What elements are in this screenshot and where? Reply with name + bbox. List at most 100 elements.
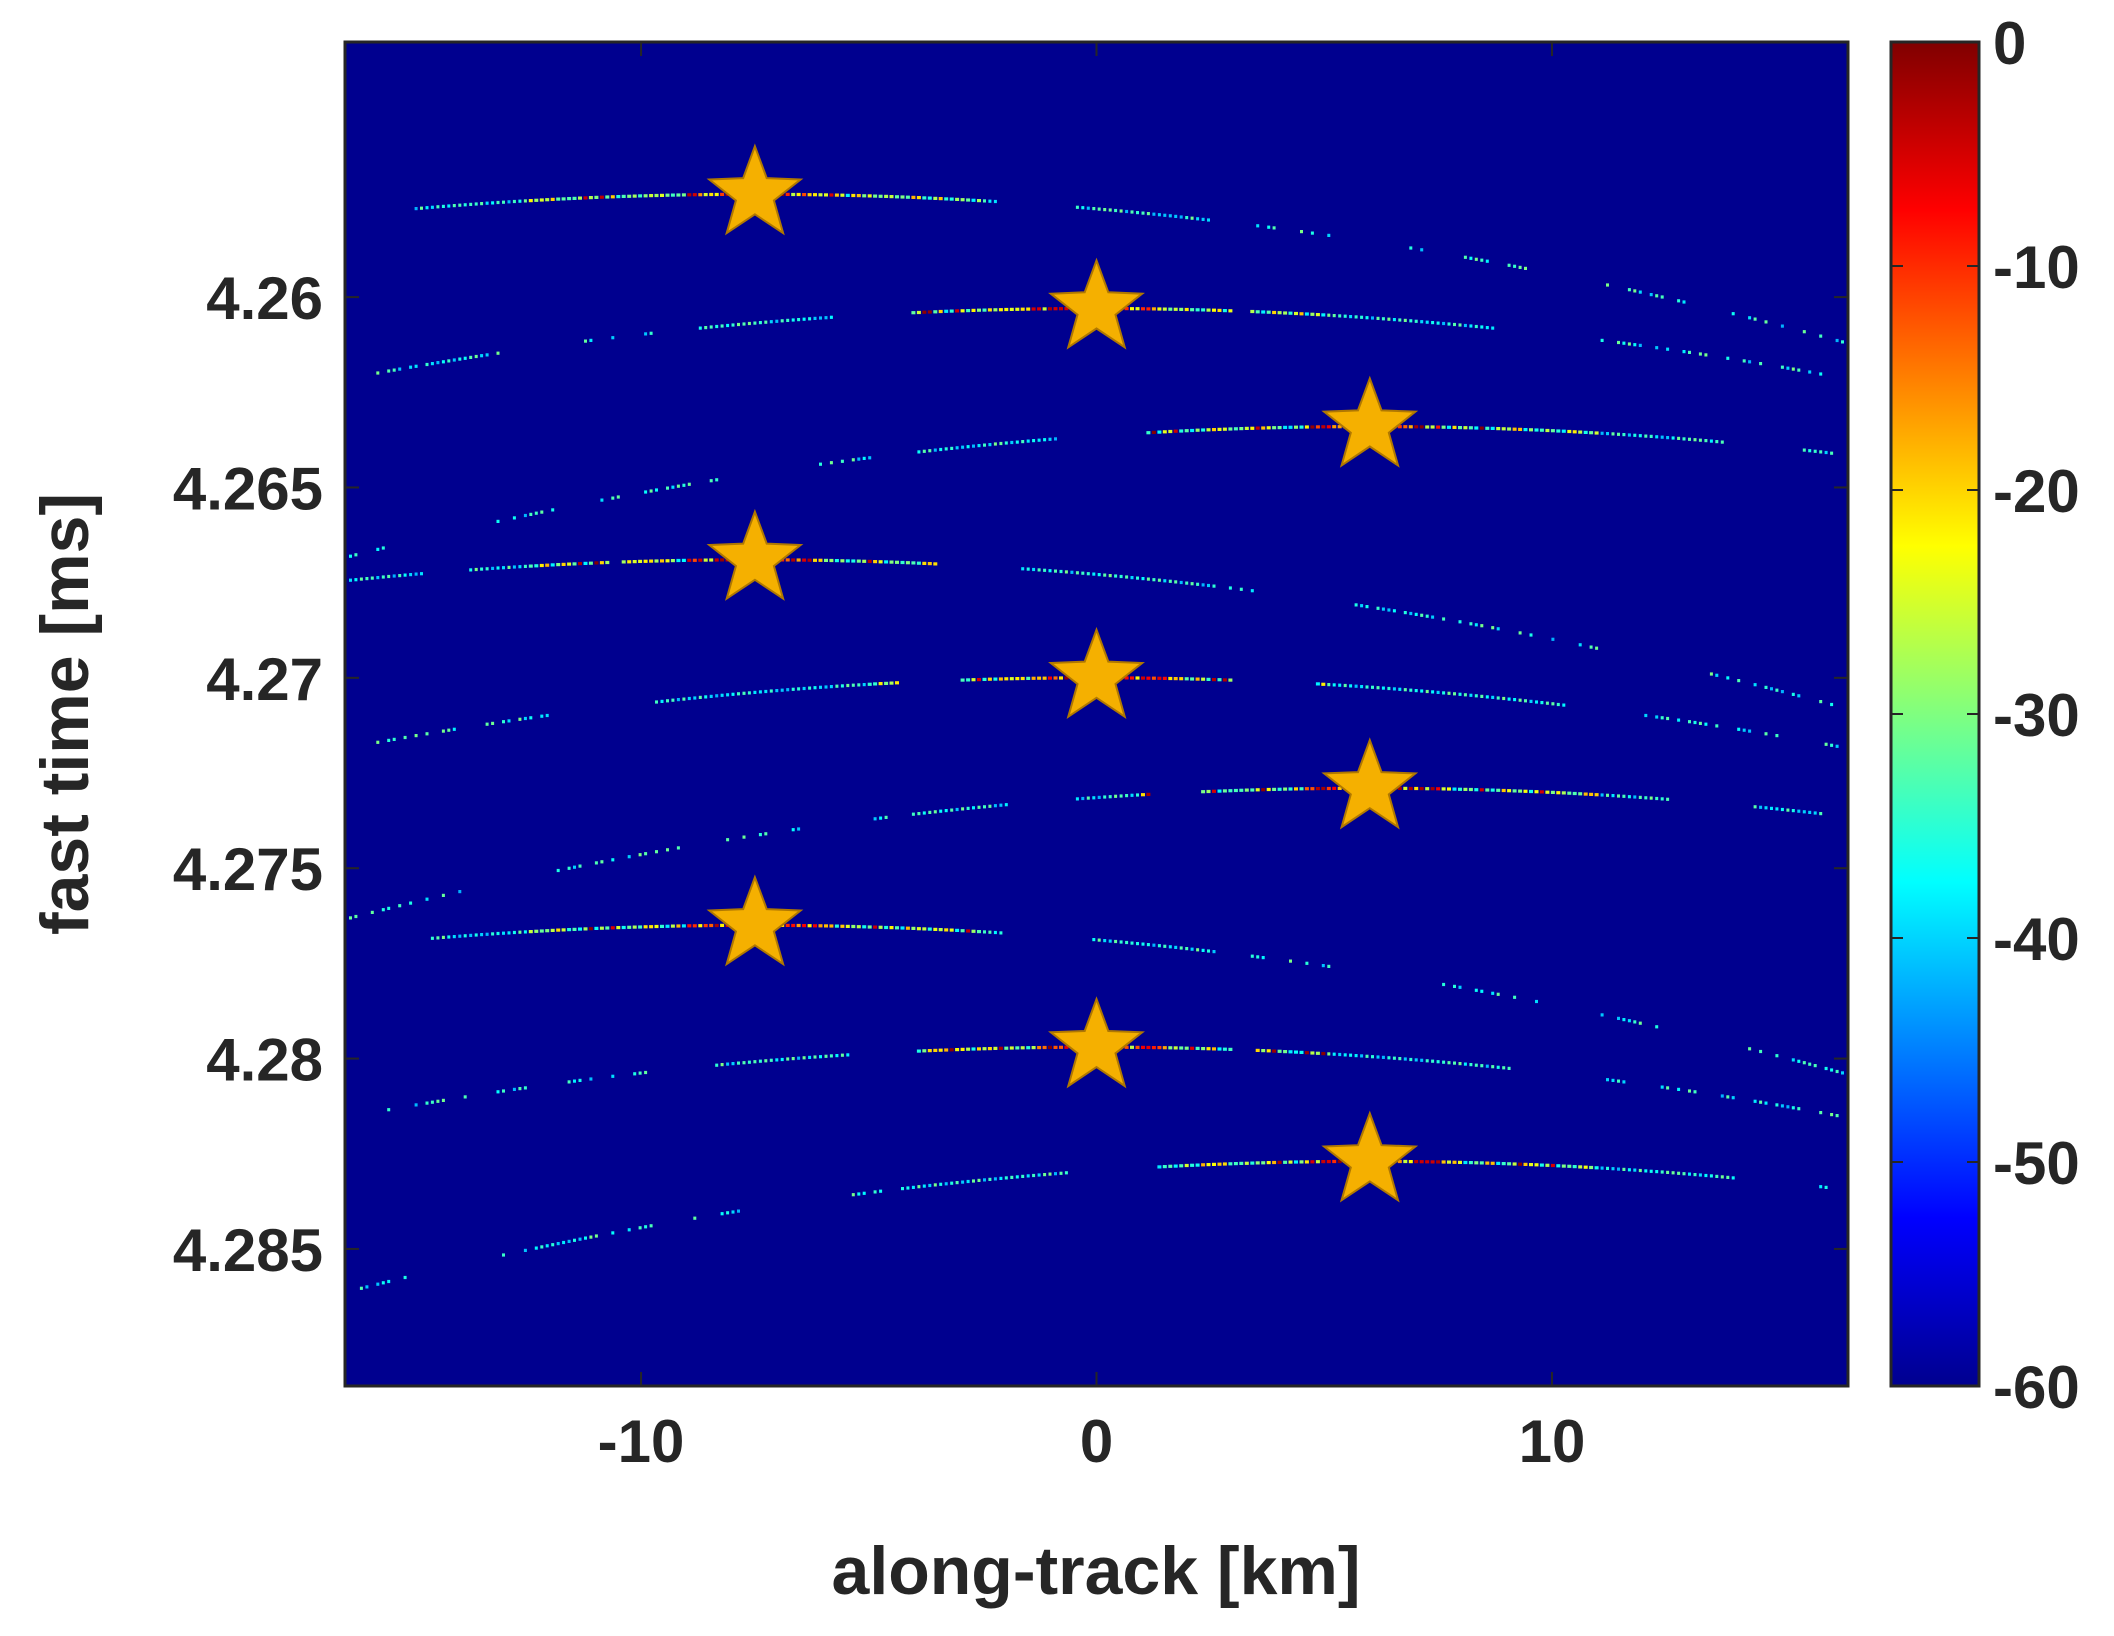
curve-sample	[539, 198, 544, 202]
curve-sample	[1288, 311, 1293, 315]
curve-sample	[414, 572, 418, 576]
curve-sample	[1304, 425, 1309, 429]
curve-sample	[928, 1183, 932, 1188]
curve-sample	[1611, 794, 1615, 798]
curve-sample	[933, 562, 938, 566]
curve-sample	[715, 694, 719, 698]
curve-sample	[1201, 948, 1205, 952]
curve-sample	[1617, 340, 1620, 345]
curve-sample	[977, 930, 981, 934]
curve-sample	[1518, 698, 1522, 702]
curve-sample	[834, 193, 839, 197]
curve-sample	[715, 478, 719, 482]
curve-sample	[1458, 1160, 1462, 1164]
curve-sample	[1190, 428, 1195, 433]
curve-sample	[856, 194, 861, 198]
colorbar-ticks: 0 -10 -20 -30 -40 -50 -60	[1891, 10, 2080, 1421]
curve-sample	[1786, 366, 1790, 370]
curve-sample	[1119, 209, 1123, 213]
curve-sample	[605, 560, 610, 565]
curve-sample	[1764, 732, 1768, 736]
curve-sample	[1655, 1025, 1659, 1029]
curve-sample	[1425, 787, 1430, 791]
curve-sample	[1250, 589, 1254, 593]
curve-sample	[354, 553, 358, 557]
curve-sample	[1666, 347, 1670, 351]
x-tick-label: -10	[598, 1408, 685, 1475]
curve-sample	[485, 932, 489, 936]
curve-sample	[420, 572, 423, 576]
curve-sample	[687, 193, 692, 197]
curve-sample	[1315, 425, 1320, 429]
curve-sample	[829, 193, 834, 197]
curve-sample	[1255, 788, 1260, 792]
migration-curve	[430, 923, 1848, 1076]
curve-sample	[1813, 1064, 1817, 1068]
curve-sample	[1644, 1169, 1648, 1173]
curve-sample	[611, 336, 615, 340]
curve-sample	[638, 925, 643, 929]
curve-sample	[1206, 677, 1211, 681]
curve-sample	[671, 698, 675, 702]
curve-sample	[1606, 1078, 1609, 1082]
curve-sample	[1786, 808, 1790, 812]
curve-sample	[840, 459, 844, 463]
curve-sample	[611, 1231, 615, 1235]
curve-sample	[1622, 794, 1626, 798]
curve-sample	[1108, 208, 1112, 212]
curve-sample	[851, 559, 856, 563]
curve-sample	[1442, 1060, 1446, 1064]
curve-sample	[1491, 991, 1495, 995]
curve-sample	[1731, 312, 1735, 316]
curve-sample	[1633, 1020, 1637, 1024]
curve-sample	[753, 321, 757, 325]
curve-sample	[1561, 1164, 1566, 1168]
target-star	[1321, 375, 1419, 468]
curve-sample	[627, 855, 631, 859]
curve-sample	[1125, 209, 1129, 214]
curve-sample	[1349, 684, 1353, 688]
curve-sample	[775, 1058, 779, 1062]
curve-sample	[1644, 713, 1648, 718]
curve-sample	[425, 206, 429, 210]
curve-sample	[599, 195, 604, 199]
curve-sample	[1381, 686, 1385, 690]
curve-sample	[758, 833, 762, 837]
curve-sample	[764, 1059, 768, 1063]
curve-sample	[1441, 1160, 1446, 1164]
curve-sample	[676, 484, 680, 488]
curve-sample	[1583, 1165, 1588, 1169]
curve-sample	[1037, 676, 1042, 680]
curve-sample	[1228, 1047, 1233, 1051]
curve-sample	[873, 194, 878, 198]
curve-sample	[1103, 795, 1107, 799]
curve-sample	[1222, 309, 1227, 313]
curve-sample	[485, 353, 489, 357]
curve-sample	[1403, 611, 1407, 615]
curve-sample	[1496, 627, 1500, 631]
curve-sample	[1397, 1159, 1402, 1164]
curve-sample	[545, 929, 550, 933]
curve-sample	[1556, 1164, 1561, 1168]
curve-sample	[1042, 1045, 1047, 1050]
curve-sample	[703, 558, 708, 562]
curve-sample	[436, 1099, 440, 1103]
curve-sample	[1184, 307, 1189, 312]
curve-sample	[1338, 314, 1342, 318]
curve-sample	[430, 936, 434, 940]
curve-sample	[709, 192, 714, 197]
curve-sample	[551, 1243, 555, 1247]
curve-sample	[1141, 577, 1145, 581]
curve-sample	[1474, 324, 1478, 329]
curve-sample	[1430, 1160, 1435, 1164]
curve-sample	[704, 326, 708, 330]
curve-sample	[851, 458, 855, 462]
curve-sample	[1709, 1174, 1713, 1178]
curve-sample	[1048, 676, 1052, 680]
curve-sample	[512, 565, 516, 569]
curve-sample	[1337, 1159, 1342, 1164]
curve-sample	[349, 554, 352, 558]
curve-sample	[1108, 795, 1112, 799]
curve-sample	[731, 323, 735, 327]
curve-sample	[660, 193, 664, 197]
